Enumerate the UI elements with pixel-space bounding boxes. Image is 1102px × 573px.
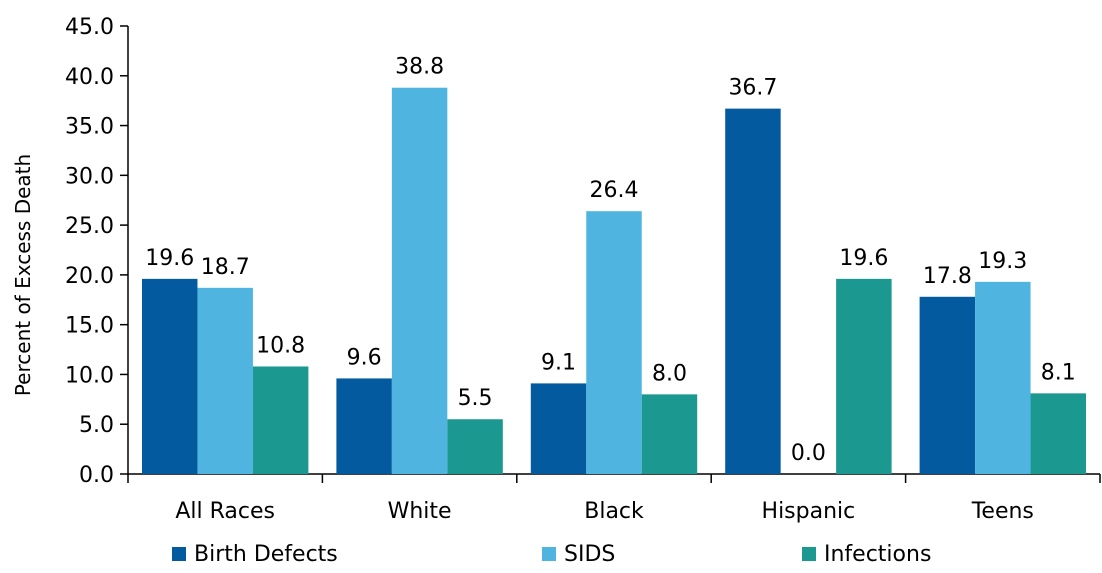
- data-label: 10.8: [256, 333, 305, 358]
- x-tick-label: White: [388, 499, 452, 524]
- bar: [725, 108, 781, 475]
- y-tick-label: 25.0: [65, 214, 114, 239]
- data-label: 18.7: [201, 255, 250, 280]
- bar: [336, 378, 392, 474]
- data-label: 19.6: [145, 246, 194, 271]
- bar-series: [142, 87, 1086, 475]
- bar: [252, 366, 309, 474]
- data-label: 38.8: [395, 55, 444, 80]
- y-tick-label: 15.0: [65, 314, 114, 339]
- legend-swatch: [542, 547, 556, 561]
- bar: [641, 394, 698, 474]
- bar: [919, 296, 976, 474]
- legend-label: SIDS: [564, 542, 615, 567]
- y-tick-label: 30.0: [65, 164, 114, 189]
- bar: [391, 87, 448, 475]
- legend-swatch: [802, 547, 816, 561]
- bar: [447, 419, 503, 474]
- data-label: 8.0: [652, 361, 687, 386]
- bar: [530, 383, 587, 474]
- bar: [142, 278, 198, 474]
- data-label: 9.1: [541, 350, 576, 375]
- y-tick-label: 10.0: [65, 363, 114, 388]
- data-labels: 19.6 9.6 9.1 36.7 17.8 18.7 38.8 26.4 0.0 19.3 10.…: [145, 55, 1076, 466]
- bar: [586, 211, 642, 474]
- y-tick-label: 20.0: [65, 264, 114, 289]
- y-tick-label: 5.0: [79, 413, 114, 438]
- legend-swatch: [172, 547, 186, 561]
- data-label: 36.7: [728, 76, 777, 101]
- data-label: 26.4: [590, 178, 639, 203]
- data-label: 17.8: [923, 264, 972, 289]
- bar: [197, 287, 253, 474]
- x-tick-label: Black: [584, 499, 644, 524]
- legend: Birth Defects SIDS Infections: [172, 542, 931, 567]
- y-axis-label: Percent of Excess Death: [11, 154, 35, 396]
- data-label: 5.5: [458, 386, 493, 411]
- legend-label: Infections: [824, 542, 931, 567]
- bar: [1030, 393, 1086, 474]
- y-tick-label: 0.0: [79, 463, 114, 488]
- data-label: 0.0: [791, 441, 826, 466]
- data-label: 9.6: [347, 345, 382, 370]
- y-tick-label: 40.0: [65, 65, 114, 90]
- x-tick-label: All Races: [175, 499, 275, 524]
- x-tick-label: Teens: [971, 499, 1034, 524]
- y-tick-label: 45.0: [65, 15, 114, 40]
- legend-label: Birth Defects: [194, 542, 338, 567]
- bar: [975, 281, 1031, 474]
- data-label: 19.3: [978, 249, 1027, 274]
- bar: [836, 278, 892, 474]
- x-tick-label: Hispanic: [762, 499, 856, 524]
- x-axis: All Races White Black Hispanic Teens: [127, 473, 1101, 524]
- y-axis: 0.0 5.0 10.0 15.0 20.0 25.0 30.0 35.0 40.0 45.0: [65, 15, 129, 488]
- data-label: 8.1: [1041, 360, 1076, 385]
- data-label: 19.6: [839, 246, 888, 271]
- y-tick-label: 35.0: [65, 115, 114, 140]
